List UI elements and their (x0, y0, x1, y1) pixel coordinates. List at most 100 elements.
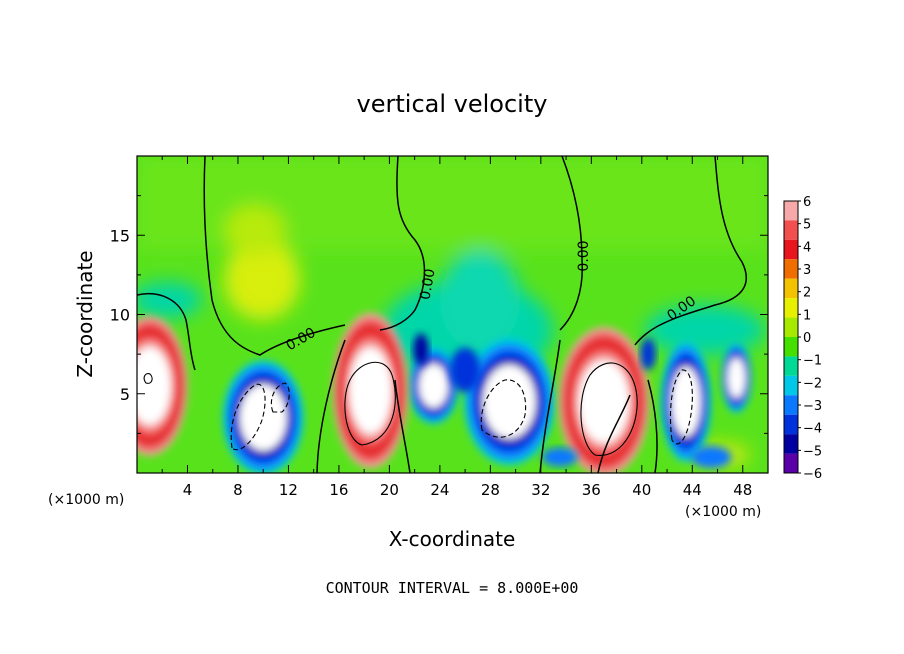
downdraft-cell-ring (239, 384, 287, 451)
contour-zero (379, 156, 426, 331)
x-tick-label: 20 (380, 481, 399, 499)
x-tick-label: 40 (632, 481, 651, 499)
colorbar-swatch (784, 414, 798, 435)
downdraft-cell-ring (482, 364, 536, 439)
contour-zero (647, 379, 658, 473)
colorbar-label: −6 (803, 467, 822, 482)
colorbar-swatch (784, 337, 798, 357)
contour-negative (230, 383, 266, 451)
colorbar-label: 0 (803, 331, 811, 346)
x-tick-label: 44 (683, 481, 702, 499)
x-tick-label: 12 (279, 481, 298, 499)
upper-bright-band (137, 156, 768, 250)
colorbar-label: −4 (803, 422, 822, 437)
contour-label: 0.00 (417, 268, 438, 301)
colorbar-label: 1 (803, 308, 811, 323)
downdraft-cell (222, 360, 304, 473)
colorbar-swatch (784, 239, 798, 260)
x-unit-right: (×1000 m) (685, 504, 761, 520)
contour-negative (480, 379, 527, 438)
x-tick-label: 36 (582, 481, 601, 499)
x-tick-label: 16 (329, 481, 348, 499)
y-axis: 5 10 15 (110, 195, 768, 434)
y-tick-label: 10 (110, 306, 130, 325)
contour-zero (316, 339, 346, 473)
y-tick-label: 15 (110, 226, 130, 245)
colorbar-swatch (784, 201, 798, 221)
accent-patch (450, 347, 481, 393)
convective-cells (137, 312, 752, 473)
colorbar-swatch (784, 259, 798, 279)
x-tick-label: 4 (183, 481, 193, 499)
contour-zero (597, 394, 631, 473)
x-tick-label: 28 (481, 481, 500, 499)
contour-positive (580, 362, 638, 456)
contour-zero (137, 293, 196, 371)
colorbar-label: 3 (803, 263, 811, 278)
colorbar-swatch (784, 278, 798, 299)
x-axis-label: X-coordinate (389, 527, 516, 551)
contour-zero (634, 156, 747, 346)
contour-positive (143, 373, 153, 384)
contour-zero (394, 379, 411, 473)
accent-patch (413, 333, 429, 366)
downdraft-cell (408, 347, 459, 424)
cyan-patch (440, 250, 520, 350)
contour-negative (270, 382, 290, 413)
contour-zero (203, 156, 346, 356)
yellow-patch (225, 205, 285, 255)
colorbar-swatch (784, 356, 798, 376)
colorbar-swatch (784, 298, 798, 318)
colorbar-swatch (784, 317, 798, 337)
downdraft-cell-ring (727, 357, 746, 399)
updraft-cell-ring (137, 347, 171, 425)
colorbar-swatch (784, 453, 798, 473)
colorbar-label: 5 (803, 218, 811, 233)
contour-interval-note: CONTOUR INTERVAL = 8.000E+00 (326, 579, 579, 597)
accent-patch (640, 338, 656, 370)
x-unit-left: (×1000 m) (48, 492, 124, 508)
x-axis: 4 8 12 16 20 24 28 32 36 40 44 48 (161, 156, 752, 499)
downdraft-cell-ring (418, 363, 449, 408)
colorbar-label: 6 (803, 195, 811, 210)
downdraft-cell (660, 341, 712, 462)
downdraft-cell-ring (671, 366, 701, 437)
accent-patch (691, 446, 732, 469)
soft-field-layer (137, 156, 768, 467)
x-tick-label: 48 (733, 481, 752, 499)
y-axis-label: Z-coordinate (73, 250, 97, 377)
colorbar-label: −5 (803, 444, 822, 459)
downdraft-cell (721, 343, 752, 413)
colorbar-swatch (784, 434, 798, 454)
x-tick-label: 8 (233, 481, 243, 499)
chart-title: vertical velocity (357, 90, 548, 118)
contour-negative (669, 369, 693, 445)
x-tick-label: 32 (531, 481, 550, 499)
colorbar-label: 4 (803, 240, 811, 255)
colorbar-label: −2 (803, 376, 822, 391)
updraft-cell (137, 316, 188, 456)
updraft-cell (558, 327, 650, 473)
colorbar: 6 5 4 3 2 1 0 −1 −2 −3 −4 −5 −6 (783, 195, 822, 482)
yellow-patch (224, 240, 300, 320)
contour-zero (539, 339, 561, 473)
plot-area: 0.000.000.000.00 (137, 156, 768, 473)
contour-label: 0.00 (576, 240, 592, 271)
colorbar-label: 2 (803, 286, 811, 301)
colorbar-swatch (784, 375, 798, 396)
colorbar-swatch (784, 220, 798, 240)
accent-patch (542, 447, 578, 467)
contour-positive (344, 361, 396, 446)
updraft-cell-ring (349, 347, 392, 434)
x-tick-label: 24 (430, 481, 449, 499)
downdraft-cell (463, 338, 555, 466)
updraft-cell-ring (578, 360, 629, 443)
colorbar-label: −3 (803, 399, 822, 414)
colorbar-label: −1 (803, 354, 822, 369)
y-tick-label: 5 (120, 385, 130, 404)
cyan-patch (645, 305, 765, 355)
colorbar-swatch (784, 395, 798, 415)
cyan-patch (137, 282, 202, 318)
contour-zero (559, 156, 584, 331)
